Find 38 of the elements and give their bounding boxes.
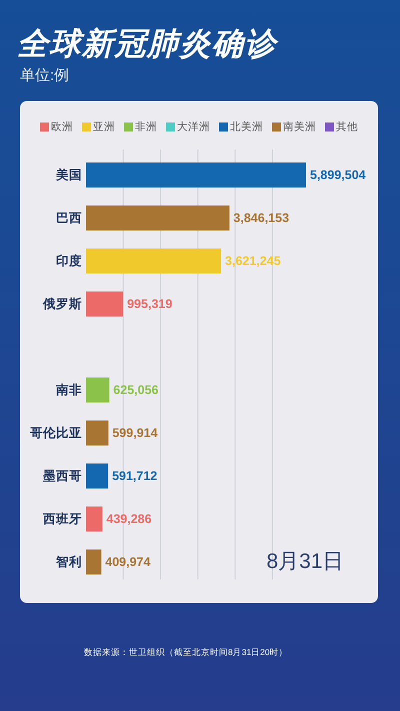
y-tick-label: 巴西 [56, 211, 82, 225]
y-tick-label: 智利 [55, 554, 82, 569]
y-tick-label: 南非 [55, 383, 82, 397]
data-label: 625,056 [113, 383, 159, 397]
bar [86, 292, 124, 316]
bar [86, 506, 102, 532]
bar [86, 206, 230, 230]
bar [86, 550, 102, 574]
data-label: 409,974 [105, 555, 151, 569]
y-tick-label: 俄罗斯 [42, 297, 82, 311]
bar [86, 248, 222, 274]
data-label: 5,899,504 [310, 168, 366, 182]
source-note: 数据来源：世卫组织（截至北京时间8月31日20时） [84, 647, 288, 657]
chart-subtitle: 单位:例 [20, 67, 70, 84]
y-tick-label: 墨西哥 [42, 469, 82, 483]
bar [86, 464, 108, 488]
bar [86, 162, 306, 188]
legend-label: 大洋洲 [177, 120, 210, 133]
y-tick-label: 印度 [56, 253, 82, 268]
chart-title: 全球新冠肺炎确诊 [17, 26, 280, 61]
data-label: 439,286 [106, 512, 152, 526]
legend-label: 亚洲 [93, 120, 115, 133]
legend-label: 其他 [336, 120, 358, 133]
bar [86, 378, 110, 402]
legend-label: 欧洲 [51, 120, 73, 133]
legend-label: 南美洲 [283, 120, 316, 133]
y-tick-label: 哥伦比亚 [29, 426, 82, 440]
y-tick-label: 美国 [55, 167, 82, 182]
data-label: 591,712 [112, 469, 158, 483]
data-label: 599,914 [112, 426, 158, 440]
data-label: 3,621,245 [225, 254, 281, 268]
legend-label: 北美洲 [230, 120, 263, 133]
annotation: 8月31日 [266, 550, 344, 573]
y-tick-label: 西班牙 [42, 512, 82, 526]
data-label: 995,319 [127, 297, 172, 311]
legend-label: 非洲 [135, 120, 157, 133]
bar [86, 420, 108, 446]
data-label: 3,846,153 [233, 211, 290, 225]
